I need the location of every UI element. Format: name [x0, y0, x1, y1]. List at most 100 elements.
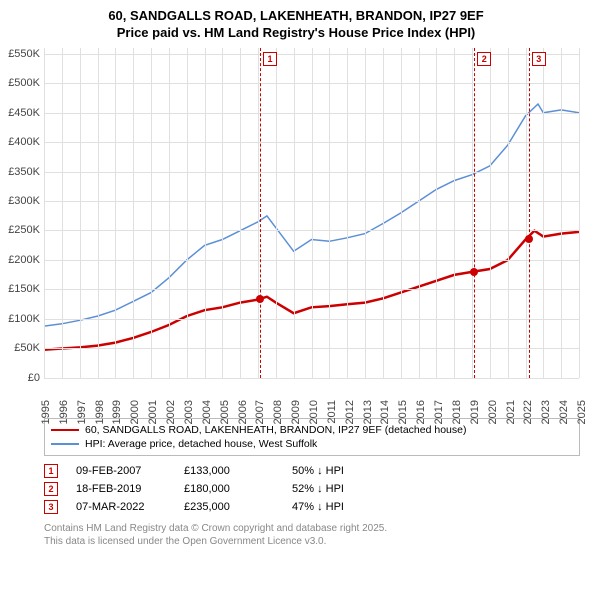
- gridline-v: [187, 48, 188, 378]
- legend-swatch-hpi: [51, 443, 79, 445]
- gridline-v: [347, 48, 348, 378]
- event-date: 09-FEB-2007: [76, 465, 166, 477]
- event-table: 1 09-FEB-2007 £133,000 50% ↓ HPI 2 18-FEB-201…: [44, 462, 580, 516]
- x-tick-label: 2013: [362, 400, 374, 424]
- event-badge-3: 3: [44, 500, 58, 514]
- y-tick-label: £50K: [4, 342, 40, 354]
- x-tick-label: 1999: [111, 400, 123, 424]
- event-row-2: 2 18-FEB-2019 £180,000 52% ↓ HPI: [44, 480, 580, 498]
- gridline-v: [294, 48, 295, 378]
- x-tick-label: 2014: [379, 400, 391, 424]
- x-tick-label: 2016: [415, 400, 427, 424]
- x-tick-label: 2002: [165, 400, 177, 424]
- x-tick-label: 1997: [76, 400, 88, 424]
- y-tick-label: £100K: [4, 313, 40, 325]
- gridline-v: [490, 48, 491, 378]
- gridline-v: [454, 48, 455, 378]
- x-tick-label: 2012: [344, 400, 356, 424]
- gridline-v: [526, 48, 527, 378]
- x-tick-label: 2017: [433, 400, 445, 424]
- gridline-v: [133, 48, 134, 378]
- event-line-1: [260, 48, 261, 378]
- x-tick-label: 2010: [308, 400, 320, 424]
- gridline-v: [419, 48, 420, 378]
- x-tick-label: 2006: [237, 400, 249, 424]
- gridline-v: [383, 48, 384, 378]
- event-price: £235,000: [184, 501, 274, 513]
- gridline-v: [169, 48, 170, 378]
- event-price: £180,000: [184, 483, 274, 495]
- chart-title: 60, SANDGALLS ROAD, LAKENHEATH, BRANDON,…: [4, 8, 588, 42]
- event-row-3: 307-MAR-2022£235,00047% ↓ HPI: [44, 498, 580, 516]
- event-marker-2: 2: [477, 52, 491, 66]
- event-price: £133,000: [184, 465, 274, 477]
- y-tick-label: £300K: [4, 195, 40, 207]
- event-line-2: [474, 48, 475, 378]
- event-line-3: [529, 48, 530, 378]
- x-tick-label: 2025: [576, 400, 588, 424]
- chart-container: 60, SANDGALLS ROAD, LAKENHEATH, BRANDON,…: [0, 0, 600, 560]
- gridline-v: [543, 48, 544, 378]
- x-tick-label: 1995: [40, 400, 52, 424]
- x-tick-label: 2015: [397, 400, 409, 424]
- y-tick-label: £400K: [4, 136, 40, 148]
- event-date: 18-FEB-2019: [76, 483, 166, 495]
- legend-swatch-property: [51, 429, 79, 431]
- x-tick-label: 2020: [487, 400, 499, 424]
- x-tick-label: 2001: [147, 400, 159, 424]
- event-delta: 47% ↓ HPI: [292, 501, 382, 513]
- gridline-v: [401, 48, 402, 378]
- x-tick-label: 2003: [183, 400, 195, 424]
- gridline-v: [98, 48, 99, 378]
- x-tick-label: 2000: [129, 400, 141, 424]
- gridline-v: [579, 48, 580, 378]
- title-line-2: Price paid vs. HM Land Registry's House …: [4, 25, 588, 42]
- event-row-1: 1 09-FEB-2007 £133,000 50% ↓ HPI: [44, 462, 580, 480]
- event-dot-1: [256, 295, 264, 303]
- x-tick-label: 2005: [219, 400, 231, 424]
- gridline-v: [258, 48, 259, 378]
- event-marker-3: 3: [532, 52, 546, 66]
- x-tick-label: 2011: [326, 400, 338, 424]
- event-marker-1: 1: [263, 52, 277, 66]
- footer-line-2: This data is licensed under the Open Gov…: [44, 535, 580, 548]
- x-axis: 1995199619971998199920002001200220032004…: [44, 378, 580, 408]
- legend-item-hpi: HPI: Average price, detached house, West…: [51, 437, 573, 451]
- gridline-v: [312, 48, 313, 378]
- gridline-v: [62, 48, 63, 378]
- y-tick-label: £250K: [4, 224, 40, 236]
- attribution: Contains HM Land Registry data © Crown c…: [44, 522, 580, 548]
- x-tick-label: 1998: [94, 400, 106, 424]
- footer-line-1: Contains HM Land Registry data © Crown c…: [44, 522, 580, 535]
- event-badge-2: 2: [44, 482, 58, 496]
- gridline-v: [365, 48, 366, 378]
- y-tick-label: £200K: [4, 254, 40, 266]
- event-badge-1: 1: [44, 464, 58, 478]
- x-tick-label: 2007: [254, 400, 266, 424]
- event-delta: 50% ↓ HPI: [292, 465, 382, 477]
- legend-label-hpi: HPI: Average price, detached house, West…: [85, 438, 317, 450]
- x-tick-label: 2004: [201, 400, 213, 424]
- x-tick-label: 2021: [505, 400, 517, 424]
- gridline-v: [508, 48, 509, 378]
- x-tick-label: 2009: [290, 400, 302, 424]
- gridline-v: [80, 48, 81, 378]
- chart-area: £0£50K£100K£150K£200K£250K£300K£350K£400…: [44, 48, 580, 408]
- event-delta: 52% ↓ HPI: [292, 483, 382, 495]
- x-tick-label: 2008: [272, 400, 284, 424]
- gridline-v: [205, 48, 206, 378]
- gridline-v: [436, 48, 437, 378]
- x-tick-label: 1996: [58, 400, 70, 424]
- y-tick-label: £150K: [4, 283, 40, 295]
- title-line-1: 60, SANDGALLS ROAD, LAKENHEATH, BRANDON,…: [4, 8, 588, 25]
- gridline-v: [222, 48, 223, 378]
- gridline-v: [240, 48, 241, 378]
- gridline-v: [44, 48, 45, 378]
- x-tick-label: 2018: [451, 400, 463, 424]
- x-tick-label: 2019: [469, 400, 481, 424]
- x-tick-label: 2024: [558, 400, 570, 424]
- y-tick-label: £450K: [4, 107, 40, 119]
- gridline-v: [561, 48, 562, 378]
- gridline-v: [329, 48, 330, 378]
- event-dot-3: [525, 235, 533, 243]
